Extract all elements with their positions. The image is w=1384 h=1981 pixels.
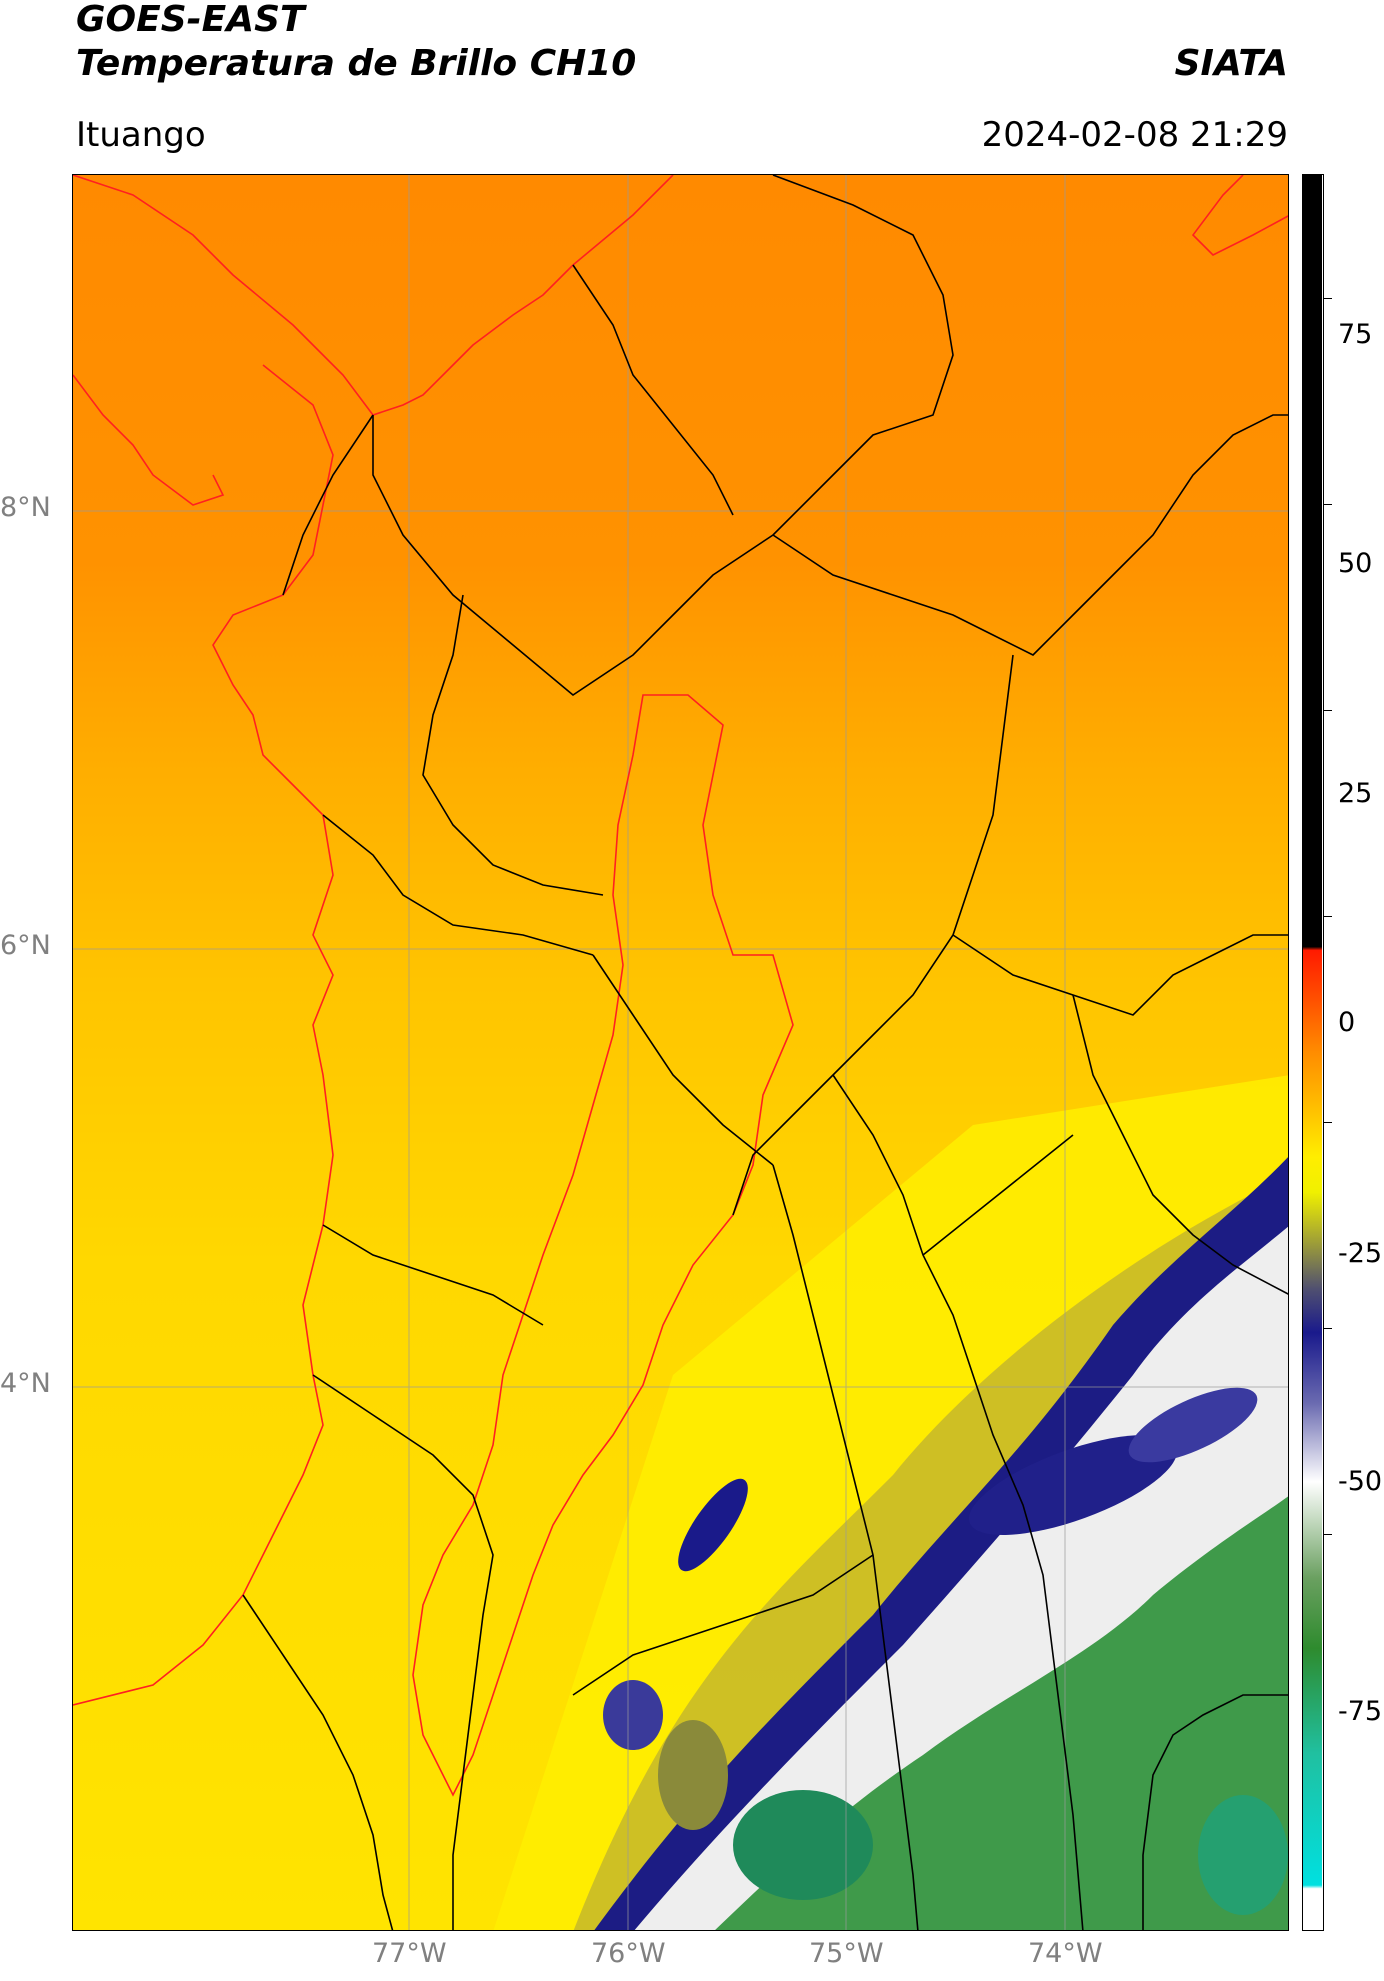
colorbar-label-50: 50 (1338, 548, 1373, 579)
admin-borders (242, 175, 1288, 1930)
lon-label-77W: 77°W (372, 1938, 447, 1969)
lon-label-75W: 75°W (809, 1938, 884, 1969)
satellite-title: GOES-EAST (76, 0, 305, 40)
lat-label-6N: 6°N (0, 930, 51, 961)
colorbar-tick-minus75 (1324, 1534, 1332, 1535)
cloud-blue-patch-2 (1128, 1387, 1258, 1463)
colorbar-svg (1303, 175, 1322, 1929)
product-title: Temperatura de Brillo CH10 (76, 43, 637, 84)
colorbar-gradient (1303, 175, 1322, 1929)
map-svg (73, 175, 1288, 1930)
lon-label-74W: 74°W (1028, 1938, 1103, 1969)
region-label: Ituango (76, 115, 206, 155)
cloud-green-patch-2 (1198, 1795, 1288, 1915)
lat-label-8N: 8°N (0, 492, 51, 523)
colorbar-label-minus50: -50 (1338, 1466, 1383, 1497)
cloud-blue-patch-1 (968, 1435, 1178, 1535)
cloud-olive-cell (658, 1720, 728, 1830)
colorbar (1302, 174, 1324, 1931)
map-panel[interactable] (72, 174, 1289, 1931)
coastline (73, 175, 1288, 1706)
cloud-navy-cell (678, 1478, 748, 1572)
cloud-green-patch (733, 1790, 873, 1900)
colorbar-tick-50 (1324, 504, 1332, 505)
colorbar-label-minus25: -25 (1338, 1238, 1383, 1269)
colorbar-tick-75 (1324, 298, 1332, 299)
cloud-navy-cell-2 (603, 1680, 663, 1750)
colorbar-tick-0 (1324, 916, 1332, 917)
colorbar-label-25: 25 (1338, 778, 1373, 809)
graticule (73, 175, 1288, 1930)
colorbar-tick-25 (1324, 710, 1332, 711)
colorbar-label-0: 0 (1338, 1007, 1356, 1038)
agency-label: SIATA (1174, 43, 1288, 84)
datetime-label: 2024-02-08 21:29 (981, 115, 1288, 155)
colorbar-tick-minus50 (1324, 1328, 1332, 1329)
colorbar-label-75: 75 (1338, 319, 1373, 350)
colorbar-tick-minus25 (1324, 1122, 1332, 1123)
basin-outline (412, 694, 794, 1797)
colorbar-label-minus75: -75 (1338, 1696, 1383, 1727)
lat-label-4N: 4°N (0, 1368, 51, 1399)
lon-label-76W: 76°W (591, 1938, 666, 1969)
